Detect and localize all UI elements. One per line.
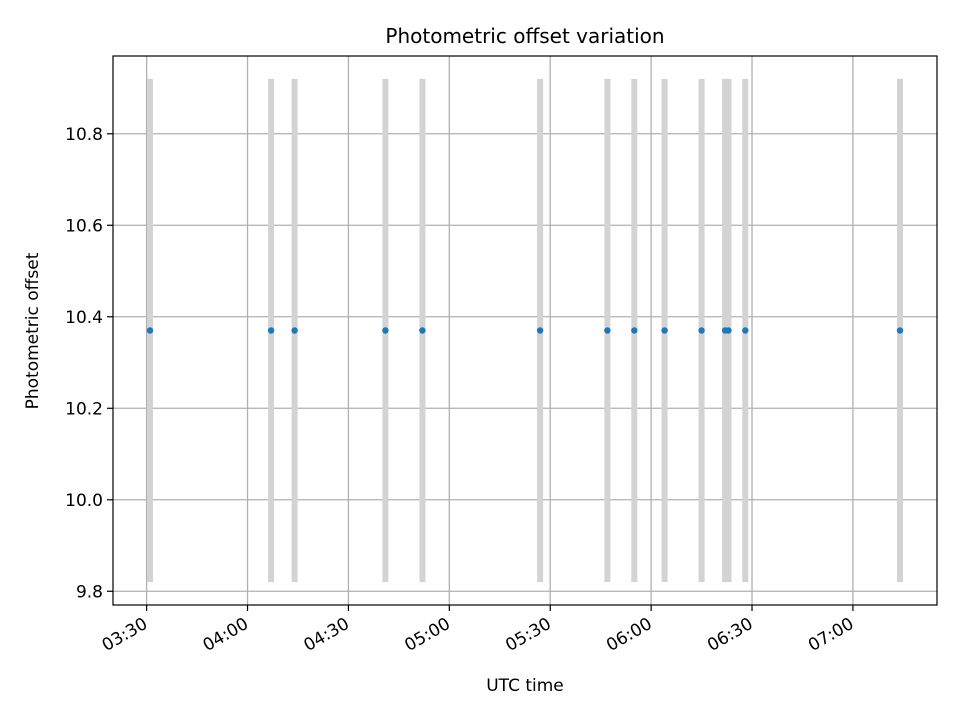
y-tick-label: 10.2 bbox=[65, 399, 103, 419]
y-axis-title: Photometric offset bbox=[23, 252, 43, 409]
data-point bbox=[725, 327, 732, 334]
data-point bbox=[419, 327, 426, 334]
data-points bbox=[146, 327, 904, 334]
y-tick-label: 9.8 bbox=[76, 582, 103, 602]
y-tick-label: 10.0 bbox=[65, 491, 103, 511]
data-point bbox=[661, 327, 668, 334]
plot-frame bbox=[112, 55, 938, 606]
y-tick-label: 10.6 bbox=[65, 216, 103, 236]
data-point bbox=[698, 327, 705, 334]
data-point bbox=[146, 327, 154, 334]
y-tick-label: 10.4 bbox=[65, 308, 103, 328]
chart-title: Photometric offset variation bbox=[385, 24, 664, 48]
data-point bbox=[742, 327, 749, 334]
data-point bbox=[291, 327, 298, 334]
data-point bbox=[267, 327, 275, 334]
data-point bbox=[536, 327, 544, 334]
data-point bbox=[604, 327, 611, 334]
x-axis-title: UTC time bbox=[486, 676, 564, 696]
data-point bbox=[896, 327, 904, 334]
y-axis-ticks: 9.8 10.0 10.2 10.4 10.6 10.8 bbox=[65, 125, 113, 602]
y-tick-label: 10.8 bbox=[65, 125, 103, 145]
data-point bbox=[631, 327, 638, 334]
data-point bbox=[382, 327, 389, 334]
grid bbox=[113, 56, 937, 605]
